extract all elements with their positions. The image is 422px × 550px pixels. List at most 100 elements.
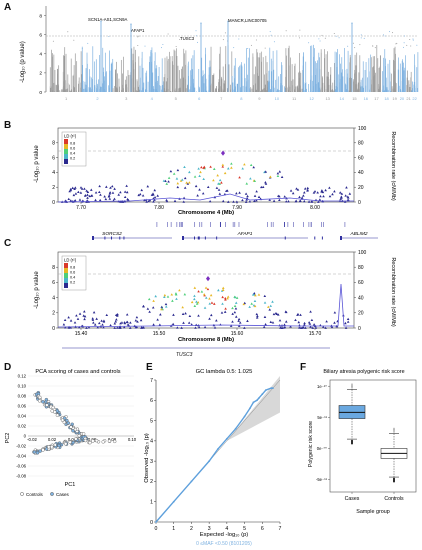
snp-point bbox=[346, 317, 350, 321]
ld-legend-value: 0.6 bbox=[70, 271, 75, 275]
manhattan-point bbox=[108, 35, 110, 37]
recombination-line-b bbox=[57, 193, 354, 203]
gene-exon bbox=[182, 236, 184, 240]
snp-point bbox=[307, 200, 311, 203]
snp-point bbox=[232, 200, 235, 203]
snp-point bbox=[246, 194, 249, 198]
snp-point bbox=[257, 293, 261, 296]
snp-point bbox=[263, 301, 267, 304]
snp-point bbox=[312, 323, 316, 326]
snp-point bbox=[84, 193, 87, 197]
snp-point bbox=[306, 188, 309, 192]
snp-point bbox=[346, 195, 350, 198]
snp-point bbox=[316, 191, 319, 194]
ytick-label: 2 bbox=[52, 185, 55, 191]
snp-point bbox=[224, 307, 227, 310]
qq-xtick-label: 1 bbox=[172, 526, 175, 532]
snp-point bbox=[167, 180, 170, 183]
snp-point bbox=[221, 302, 224, 305]
snp-point bbox=[303, 187, 307, 190]
regional-c-ylabel: -Log₁₀ p value bbox=[34, 271, 40, 309]
snp-point bbox=[119, 190, 122, 194]
qq-point bbox=[272, 387, 274, 390]
snp-point bbox=[174, 292, 178, 295]
manhattan-point bbox=[412, 39, 414, 41]
prs-category-label: Cases bbox=[345, 496, 360, 502]
snp-point bbox=[234, 307, 238, 310]
snp-point bbox=[194, 184, 198, 188]
qq-point bbox=[252, 401, 255, 404]
snp-point bbox=[253, 299, 257, 303]
snp-point bbox=[237, 317, 241, 321]
snp-point bbox=[93, 323, 97, 326]
snp-point bbox=[69, 326, 73, 329]
snp-point bbox=[198, 174, 201, 177]
snp-point bbox=[263, 294, 267, 298]
snp-point bbox=[268, 308, 272, 311]
snp-point bbox=[276, 172, 280, 175]
snp-point bbox=[230, 162, 233, 165]
snp-point bbox=[283, 195, 287, 198]
snp-point bbox=[296, 313, 299, 316]
y2tick-label: 20 bbox=[358, 185, 364, 191]
snp-point bbox=[328, 186, 331, 189]
snp-point bbox=[175, 297, 178, 300]
xtick-label: 7.70 bbox=[76, 205, 86, 211]
ld-legend-swatch bbox=[64, 263, 68, 268]
snp-point bbox=[165, 198, 168, 202]
manhattan-point bbox=[196, 41, 198, 43]
snp-point bbox=[255, 190, 258, 193]
snp-point bbox=[283, 323, 286, 326]
snp-point bbox=[250, 302, 253, 305]
snp-point bbox=[140, 326, 143, 329]
gene-exon bbox=[204, 236, 206, 240]
manhattan-point bbox=[224, 32, 226, 34]
snp-point bbox=[181, 312, 185, 315]
pca-ytick-label: -0.08 bbox=[16, 474, 26, 479]
chromosome-label: 11 bbox=[292, 96, 297, 101]
snp-point bbox=[113, 197, 116, 200]
snp-point bbox=[319, 194, 322, 198]
snp-point bbox=[248, 305, 251, 308]
manhattan-point bbox=[179, 38, 181, 40]
snp-point bbox=[252, 291, 256, 295]
snp-point bbox=[306, 186, 310, 190]
regional-plot-chr8: SORCS2 AFAP1 ABLIM2 -Log₁₀ p value Recombi… bbox=[34, 231, 396, 349]
snp-point bbox=[249, 163, 253, 167]
qq-plot: GC lambda 0.5: 1.025 Observed -log₁₀ (p)… bbox=[144, 369, 282, 547]
snp-point bbox=[76, 317, 80, 320]
pca-point bbox=[101, 440, 105, 444]
qq-footnote: 0 ≤MAF <0.50 (8101205) bbox=[196, 541, 252, 547]
snp-point bbox=[74, 192, 78, 195]
snp-point bbox=[102, 320, 106, 323]
snp-point bbox=[140, 188, 144, 192]
manhattan-point bbox=[285, 30, 287, 32]
pca-xtick-label: 0.10 bbox=[128, 437, 137, 442]
qq-xtick-label: 3 bbox=[208, 526, 211, 532]
snp-point bbox=[255, 316, 259, 319]
manhattan-point bbox=[273, 41, 275, 43]
snp-point bbox=[287, 200, 290, 203]
pca-ytick-label: 0.08 bbox=[18, 394, 27, 399]
snp-point bbox=[221, 295, 224, 299]
manhattan-point bbox=[324, 37, 326, 39]
snp-point bbox=[208, 317, 211, 320]
xtick-label: 15.40 bbox=[75, 331, 88, 337]
manhattan-point bbox=[395, 43, 397, 45]
manhattan-point bbox=[222, 39, 224, 41]
snp-point bbox=[194, 326, 197, 329]
snp-point bbox=[309, 310, 312, 313]
snp-point bbox=[69, 189, 73, 192]
pca-point bbox=[81, 432, 86, 436]
snp-point bbox=[163, 293, 167, 297]
snp-point bbox=[242, 302, 246, 306]
snp-point bbox=[234, 301, 238, 304]
snp-point bbox=[297, 320, 301, 324]
snp-point bbox=[235, 296, 239, 299]
chromosome-label: 4 bbox=[151, 96, 154, 101]
prs-ytick-label: -5e⁻¹¹ bbox=[316, 477, 328, 482]
ld-legend-swatch bbox=[64, 154, 68, 159]
qq-ytick-label: 5 bbox=[150, 418, 153, 424]
manhattan-point bbox=[383, 34, 385, 36]
snp-point bbox=[158, 323, 162, 326]
